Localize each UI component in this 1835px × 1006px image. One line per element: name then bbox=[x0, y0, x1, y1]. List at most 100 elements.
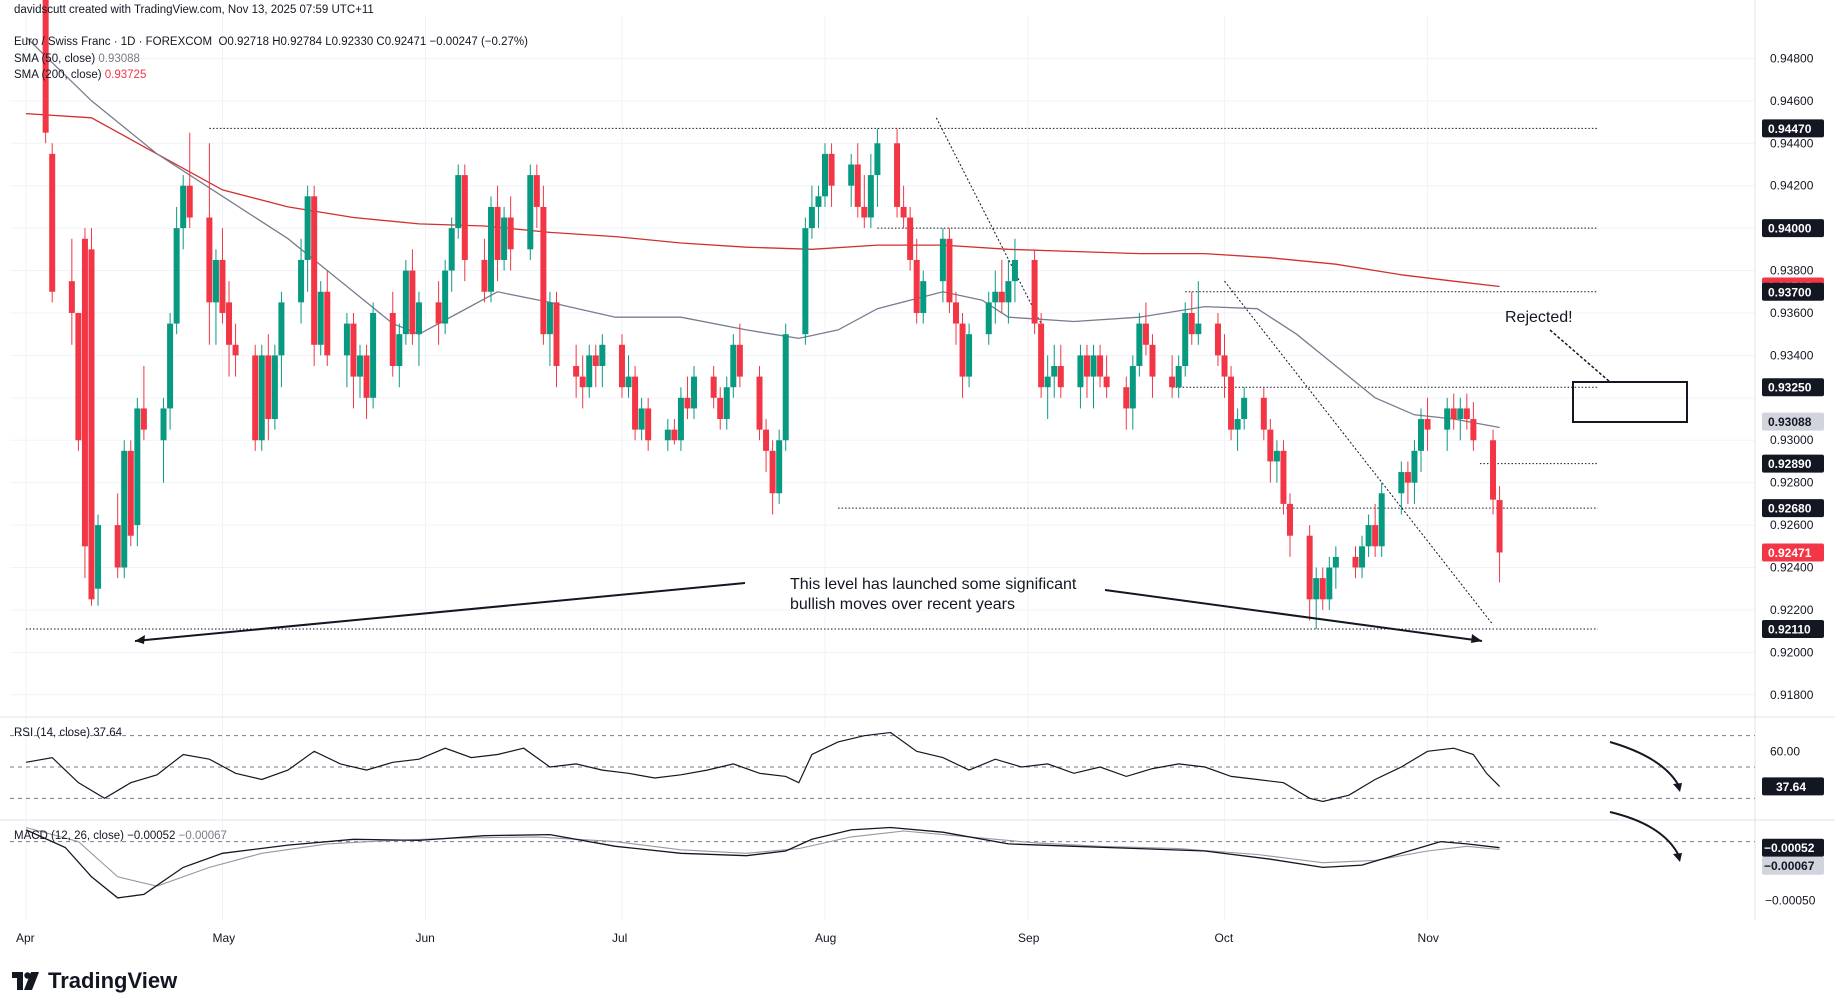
candle-body bbox=[461, 175, 468, 260]
candle-body bbox=[1287, 503, 1294, 536]
candle bbox=[1490, 429, 1497, 515]
candle-body bbox=[952, 302, 959, 324]
candle-body bbox=[1090, 355, 1097, 377]
candle-body bbox=[1457, 408, 1464, 420]
macd-line bbox=[25, 826, 1500, 899]
candle-body bbox=[691, 376, 698, 409]
candle bbox=[448, 217, 455, 292]
candle bbox=[1103, 355, 1110, 398]
candle bbox=[1398, 461, 1405, 515]
candle-body bbox=[304, 196, 311, 260]
candle bbox=[710, 366, 717, 409]
candle-body bbox=[127, 450, 134, 536]
candle-body bbox=[540, 206, 547, 335]
candle-body bbox=[736, 344, 743, 377]
month-label: Sep bbox=[1018, 931, 1040, 945]
candle bbox=[127, 440, 134, 547]
candle-body bbox=[848, 164, 855, 186]
candle-body bbox=[894, 143, 901, 207]
candle-body bbox=[527, 175, 534, 250]
candle bbox=[1234, 408, 1241, 451]
candle-body bbox=[966, 334, 973, 377]
price-tick: 0.94400 bbox=[1770, 136, 1814, 150]
candle bbox=[1142, 302, 1149, 356]
candle bbox=[822, 143, 829, 207]
candle-body bbox=[1214, 323, 1221, 356]
candle-body bbox=[822, 153, 829, 197]
candle bbox=[455, 164, 462, 239]
candle-body bbox=[776, 440, 783, 494]
candle-body bbox=[769, 450, 776, 494]
candle bbox=[49, 143, 56, 303]
candle bbox=[848, 153, 855, 207]
moving-averages bbox=[25, 36, 1500, 429]
candle-body bbox=[1051, 366, 1058, 377]
candle bbox=[1365, 514, 1372, 557]
horizontal-levels bbox=[26, 127, 1598, 630]
candle-body bbox=[160, 408, 167, 441]
candle bbox=[664, 419, 671, 451]
rsi-value: 37.64 bbox=[93, 727, 123, 739]
candle-body bbox=[357, 355, 364, 377]
time-axis[interactable]: Apr May Jun Jul Aug Sep Oct Nov bbox=[16, 931, 1439, 945]
tradingview-logo-icon bbox=[12, 972, 39, 990]
candle bbox=[409, 249, 416, 345]
candle-body bbox=[507, 217, 514, 250]
price-label-bg bbox=[1762, 543, 1824, 562]
candle-body bbox=[1103, 376, 1110, 388]
candle-body bbox=[638, 408, 645, 430]
candle-body bbox=[396, 334, 403, 366]
signal-label-bg bbox=[1762, 856, 1824, 875]
candle-body bbox=[1319, 578, 1326, 600]
symbol-name[interactable]: Euro / Swiss Franc · 1D · FOREXCOM bbox=[14, 36, 213, 48]
candle-body bbox=[586, 355, 593, 388]
candle bbox=[828, 143, 835, 207]
candle bbox=[1169, 355, 1176, 398]
annotation-arrowhead-left bbox=[135, 635, 145, 644]
credit-line: davidscutt created with TradingView.com,… bbox=[14, 4, 374, 16]
credit-text: davidscutt created with TradingView.com,… bbox=[14, 4, 374, 16]
price-label: 0.93088 bbox=[1768, 415, 1812, 429]
candle bbox=[1129, 355, 1136, 430]
candle bbox=[808, 185, 815, 239]
price-label-bg bbox=[1762, 454, 1824, 473]
candle bbox=[946, 228, 953, 313]
candle-body bbox=[258, 355, 265, 441]
candle bbox=[1136, 312, 1143, 377]
price-label: 0.92471 bbox=[1768, 546, 1812, 560]
candle-body bbox=[828, 153, 835, 186]
candle bbox=[1457, 397, 1464, 441]
sma200-legend[interactable]: SMA (200, close) 0.93725 bbox=[14, 69, 146, 81]
candle bbox=[540, 185, 547, 345]
candle-body bbox=[1372, 525, 1379, 547]
macd-pane bbox=[10, 811, 1755, 899]
candle bbox=[1188, 291, 1195, 345]
candle bbox=[343, 312, 350, 388]
candle-body bbox=[219, 259, 226, 313]
candle-body bbox=[1136, 323, 1143, 366]
candle-body bbox=[684, 397, 691, 409]
candle-body bbox=[1057, 366, 1064, 388]
month-label: Jun bbox=[416, 931, 435, 945]
candle-body bbox=[1234, 419, 1241, 430]
candle bbox=[776, 429, 783, 504]
price-tick: 0.92200 bbox=[1770, 603, 1814, 617]
candle bbox=[592, 344, 599, 388]
price-axis[interactable]: 0.94800 0.94600 0.94400 0.94200 0.93800 0.936… bbox=[1762, 51, 1824, 907]
candle-body bbox=[1444, 408, 1451, 430]
candle bbox=[298, 238, 305, 324]
rsi-pane bbox=[10, 731, 1755, 803]
sma200-label: SMA (200, close) bbox=[14, 69, 102, 81]
tradingview-logo[interactable]: TradingView bbox=[12, 968, 177, 994]
candle bbox=[1267, 419, 1274, 483]
candle bbox=[573, 344, 580, 398]
annotation-support-text-2: bullish moves over recent years bbox=[790, 596, 1015, 613]
price-label-bg bbox=[1762, 620, 1824, 639]
candle-body bbox=[180, 185, 187, 229]
rsi-legend[interactable]: RSI (14, close) 37.64 bbox=[14, 727, 122, 739]
price-label-bg bbox=[1762, 412, 1824, 431]
candle bbox=[966, 323, 973, 388]
candle bbox=[952, 291, 959, 345]
sma50-legend[interactable]: SMA (50, close) 0.93088 bbox=[14, 53, 140, 65]
macd-legend[interactable]: MACD (12, 26, close) −0.00052 −0.00067 bbox=[14, 830, 227, 842]
